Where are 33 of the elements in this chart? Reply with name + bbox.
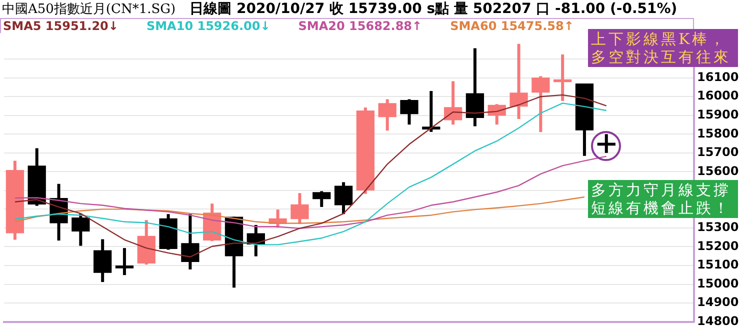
candlestick (510, 44, 528, 119)
y-tick-label: 15700 (697, 145, 739, 160)
y-tick-label: 15600 (697, 164, 739, 178)
annotation: 上下影線黑K棒，多空對決互有往來 (588, 29, 738, 67)
candlestick (532, 76, 550, 132)
text: SMA10 15926.00↓ (146, 19, 270, 33)
candlestick (290, 193, 309, 224)
candlestick (72, 214, 90, 246)
y-tick-label: 14800 (697, 314, 739, 328)
chart-title: 中國A50指數近月(CN*1.SG) (2, 2, 176, 17)
y-tick-label: 15900 (697, 108, 739, 122)
y-tick-label: 16000 (697, 88, 739, 103)
candlestick (94, 239, 112, 282)
text: SMA5 15951.20↓ (3, 19, 118, 33)
candlestick (422, 90, 440, 132)
candlestick (312, 191, 331, 207)
candlestick (181, 214, 200, 270)
text: SMA20 15682.88↑ (298, 19, 422, 33)
candlestick (378, 99, 396, 131)
text: SMA60 15475.58↑ (450, 19, 574, 33)
y-tick-label: 15300 (697, 220, 739, 234)
candlestick (400, 99, 418, 125)
candlestick (115, 248, 134, 276)
y-tick-label: 14900 (697, 295, 739, 310)
y-tick-label: 15800 (697, 126, 739, 140)
candlestick (334, 182, 353, 214)
y-tick-label: 15200 (697, 238, 739, 253)
chart-subtitle: 日線圖 2020/10/27 收 15739.00 s點 量 502207 口 -81.00 (-0.51%) (190, 1, 678, 17)
annotation: 多方力守月線支撐短線有機會止跌！ (588, 180, 738, 218)
y-tick-label: 15100 (697, 258, 739, 272)
candlestick (444, 81, 462, 125)
y-tick-label: 15000 (697, 276, 739, 290)
y-tick-label: 16100 (697, 70, 739, 84)
